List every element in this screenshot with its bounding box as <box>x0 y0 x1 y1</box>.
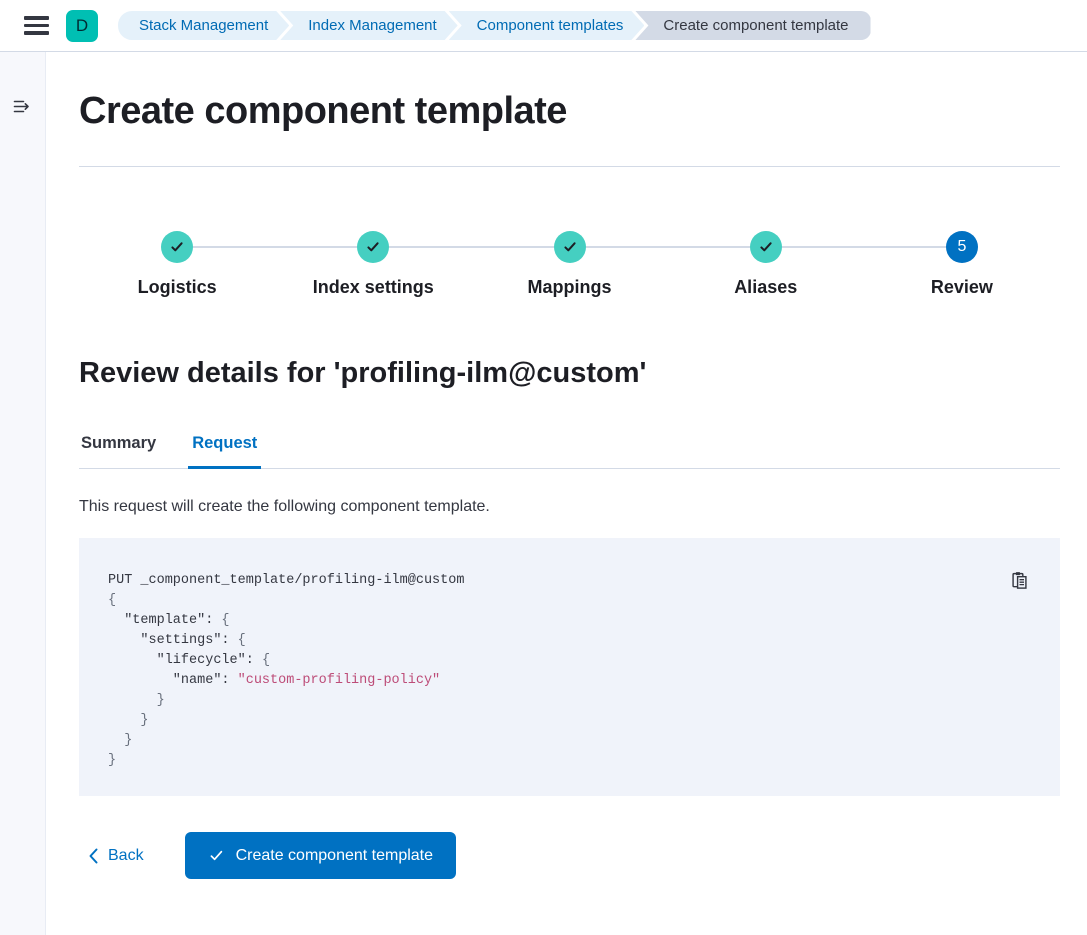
breadcrumb-item: Create component template <box>635 11 871 40</box>
tab-request[interactable]: Request <box>188 434 262 469</box>
check-icon <box>760 242 772 252</box>
breadcrumb-item[interactable]: Index Management <box>280 11 457 40</box>
deployment-badge[interactable]: D <box>66 9 98 42</box>
expand-nav-button[interactable] <box>9 94 36 122</box>
request-code-block: PUT _component_template/profiling-ilm@cu… <box>79 538 1060 796</box>
copy-icon <box>1012 572 1027 589</box>
main-content: Create component template Logistics Index… <box>46 52 1087 879</box>
check-icon <box>367 242 379 252</box>
top-header: D Stack Management Index Management Compon… <box>0 0 1087 52</box>
left-rail <box>0 52 46 935</box>
review-heading: Review details for 'profiling-ilm@custom… <box>79 357 647 389</box>
step-label: Aliases <box>734 277 798 297</box>
step-complete-circle <box>357 231 390 263</box>
breadcrumb-item[interactable]: Component templates <box>449 11 645 40</box>
step-label: Mappings <box>527 277 612 297</box>
step-label: Index settings <box>312 277 434 297</box>
code-line: } <box>108 753 117 768</box>
breadcrumb-item[interactable]: Stack Management <box>118 11 289 40</box>
step-complete-circle <box>161 231 194 263</box>
check-icon <box>210 850 222 861</box>
step-current-circle: 5 <box>945 231 978 263</box>
step-indicator: Logistics Index settings Mappings Aliases 5 R… <box>79 231 1060 298</box>
step-label: Review <box>930 277 993 297</box>
submit-label: Create component template <box>235 846 434 864</box>
title-divider <box>79 166 1060 167</box>
chevron-left-icon <box>89 848 98 863</box>
code-line: PUT _component_template/profiling-ilm@cu… <box>108 573 465 588</box>
step-index-settings[interactable]: Index settings <box>275 231 472 298</box>
back-label: Back <box>108 846 144 864</box>
code-line: } <box>108 693 165 708</box>
breadcrumb: Stack Management Index Management Componen… <box>118 11 871 40</box>
code-line: "lifecycle": { <box>108 653 271 668</box>
check-icon <box>171 242 183 252</box>
request-description: This request will create the following c… <box>79 498 490 515</box>
create-component-template-button[interactable]: Create component template <box>184 832 457 879</box>
code-content: PUT _component_template/profiling-ilm@cu… <box>108 571 1031 771</box>
menu-right-icon <box>13 100 29 113</box>
step-mappings[interactable]: Mappings <box>471 231 668 298</box>
step-aliases[interactable]: Aliases <box>667 231 865 298</box>
code-line: } <box>108 733 133 748</box>
tab-summary[interactable]: Summary <box>79 434 158 468</box>
check-icon <box>563 242 576 252</box>
back-button[interactable]: Back <box>89 847 144 865</box>
code-line: "settings": { <box>108 633 246 648</box>
wizard-footer: Back Create component template <box>79 832 1060 879</box>
copy-button[interactable] <box>1010 571 1029 590</box>
step-review[interactable]: 5 Review <box>863 231 1060 298</box>
page-title: Create component template <box>79 90 567 132</box>
menu-button[interactable] <box>16 6 56 46</box>
step-label: Logistics <box>137 277 217 297</box>
step-complete-circle <box>749 231 782 263</box>
step-logistics[interactable]: Logistics <box>79 231 276 298</box>
review-tabs: Summary Request <box>79 434 1060 469</box>
code-line: "template": { <box>108 613 230 628</box>
hamburger-icon <box>23 12 49 39</box>
code-line: "name": "custom-profiling-policy" <box>108 673 441 688</box>
code-line: { <box>108 593 117 608</box>
step-complete-circle <box>553 231 586 263</box>
code-line: } <box>108 713 149 728</box>
